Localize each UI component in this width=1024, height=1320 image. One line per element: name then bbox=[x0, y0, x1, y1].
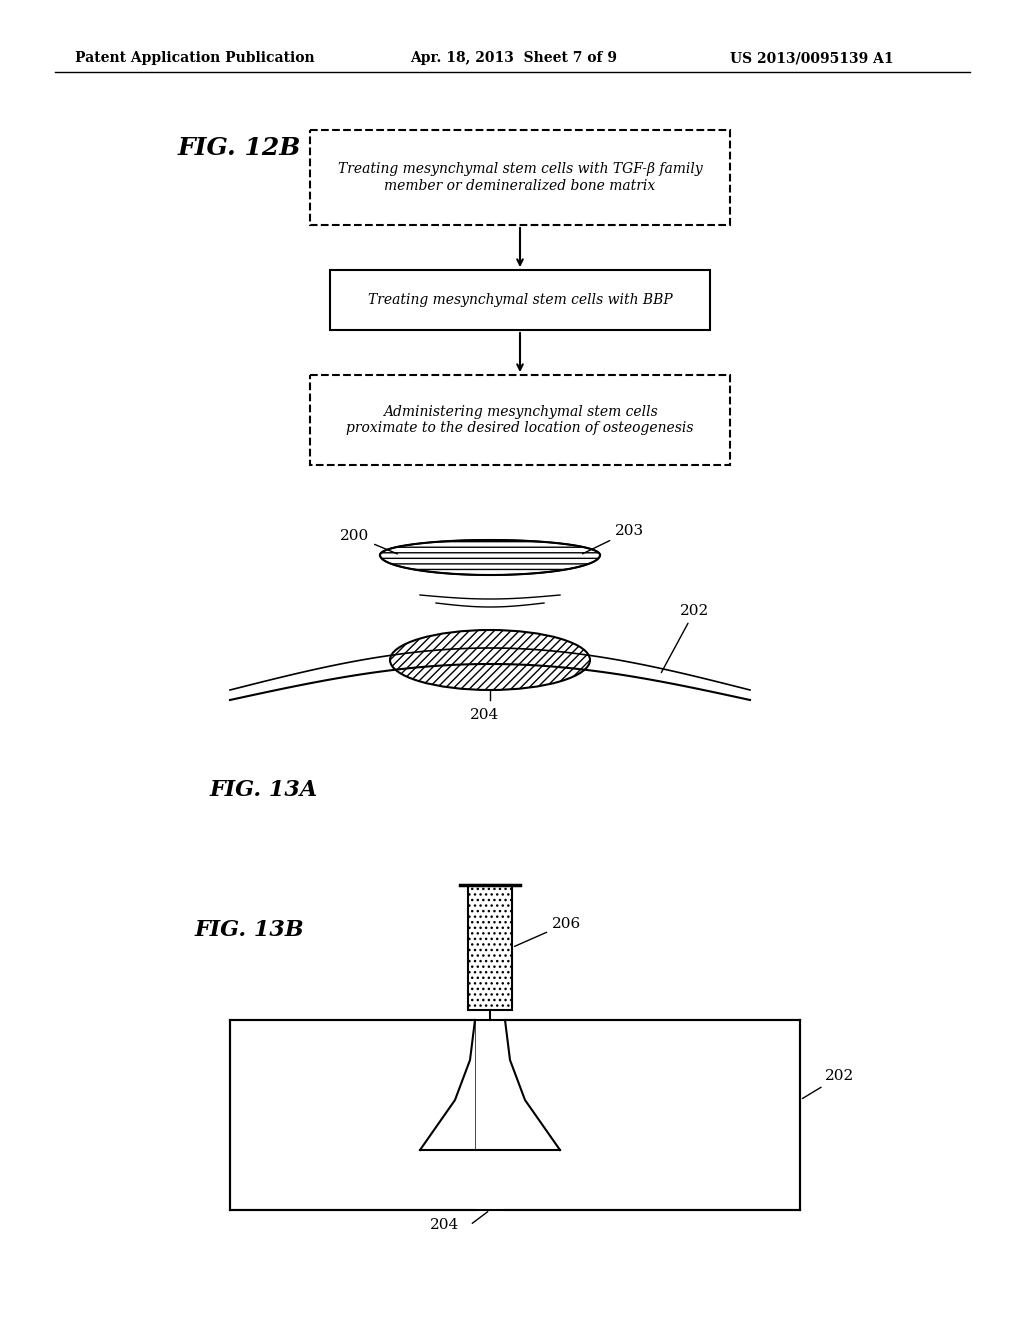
Text: 204: 204 bbox=[470, 708, 500, 722]
Text: 204: 204 bbox=[430, 1218, 459, 1232]
Text: Administering mesynchymal stem cells
proximate to the desired location of osteog: Administering mesynchymal stem cells pro… bbox=[346, 405, 693, 436]
Text: 206: 206 bbox=[514, 916, 582, 946]
Text: FIG. 13A: FIG. 13A bbox=[210, 779, 318, 801]
Text: Patent Application Publication: Patent Application Publication bbox=[75, 51, 314, 65]
Text: 202: 202 bbox=[662, 605, 710, 673]
Text: FIG. 13B: FIG. 13B bbox=[195, 919, 304, 941]
Text: Apr. 18, 2013  Sheet 7 of 9: Apr. 18, 2013 Sheet 7 of 9 bbox=[410, 51, 617, 65]
Text: 200: 200 bbox=[340, 529, 397, 554]
Text: Treating mesynchymal stem cells with BBP: Treating mesynchymal stem cells with BBP bbox=[368, 293, 673, 308]
Polygon shape bbox=[468, 884, 512, 1010]
Text: US 2013/0095139 A1: US 2013/0095139 A1 bbox=[730, 51, 894, 65]
Text: Treating mesynchymal stem cells with TGF-β family
member or demineralized bone m: Treating mesynchymal stem cells with TGF… bbox=[338, 162, 702, 193]
Polygon shape bbox=[380, 540, 600, 576]
Text: FIG. 12B: FIG. 12B bbox=[178, 136, 301, 160]
Ellipse shape bbox=[390, 630, 590, 690]
Text: 202: 202 bbox=[803, 1069, 854, 1098]
Text: 203: 203 bbox=[583, 524, 644, 554]
